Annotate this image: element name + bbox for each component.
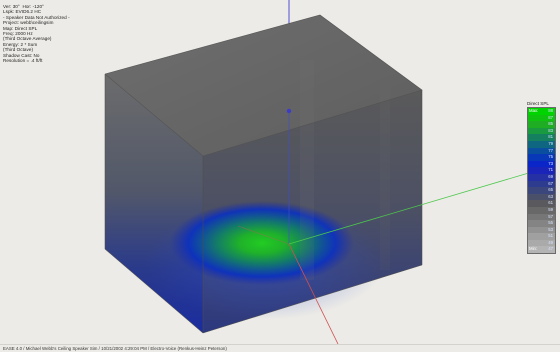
legend-value: 71 bbox=[548, 167, 553, 173]
legend-entry: 51 bbox=[528, 233, 555, 240]
legend-value: 81 bbox=[548, 134, 553, 140]
legend-value: 77 bbox=[548, 147, 553, 153]
spl-volume-render[interactable] bbox=[0, 0, 560, 344]
legend-entry: 65 bbox=[528, 187, 555, 194]
info-panel: Ver: 30° Hor: -120° Lspk: EVID6.2 HC - Spe… bbox=[3, 4, 70, 63]
legend-value: 63 bbox=[548, 193, 553, 199]
legend-entry: 69 bbox=[528, 173, 555, 181]
info-line: (Third Octave) bbox=[3, 47, 34, 53]
wall-band bbox=[380, 80, 390, 270]
y-axis-line bbox=[288, 171, 533, 245]
legend-entry: 53 bbox=[528, 226, 555, 234]
legend-entry: 87 bbox=[528, 114, 555, 122]
legend-value: 73 bbox=[548, 160, 553, 166]
speaker-marker bbox=[286, 108, 292, 114]
legend-entry: 73 bbox=[528, 160, 555, 168]
legend-value: 47 bbox=[548, 246, 553, 252]
legend-value: 87 bbox=[548, 114, 553, 120]
legend-value: 57 bbox=[548, 213, 553, 219]
legend-value: 61 bbox=[548, 200, 553, 206]
wall-band bbox=[300, 60, 314, 280]
info-line: Lspk: EVID6.2 HC bbox=[3, 9, 42, 15]
legend-entry: 63 bbox=[528, 193, 555, 201]
legend-value: 49 bbox=[548, 239, 553, 245]
cube-top-face bbox=[105, 15, 422, 156]
legend-value: 67 bbox=[548, 180, 553, 186]
x-axis-line bbox=[288, 243, 339, 344]
info-line: - Speaker Data Not Authorized - bbox=[3, 14, 70, 20]
3d-viewport[interactable]: Ver: 30° Hor: -120° Lspk: EVID6.2 HC - Spe… bbox=[0, 0, 560, 344]
legend-entry: 59 bbox=[528, 206, 555, 214]
legend-entry: 77 bbox=[528, 147, 555, 155]
info-line: Energy: 2 * Sum bbox=[3, 41, 38, 47]
legend-entry: 81 bbox=[528, 134, 555, 141]
info-line: Shadow Cast: No bbox=[3, 52, 40, 58]
spl-legend: Direct SPL Max: 88 87 85 83 81 79 77 75 73 71 69 67 6… bbox=[527, 101, 558, 255]
legend-entry: 55 bbox=[528, 220, 555, 227]
spl-hotspot bbox=[170, 201, 354, 285]
legend-scale: Max: 88 87 85 83 81 79 77 75 73 71 69 67 65 63 61 59 57 55… bbox=[527, 107, 556, 255]
info-line: Freq: 2000 Hz bbox=[3, 30, 33, 36]
x-axis-line-back bbox=[237, 225, 290, 245]
legend-value: 53 bbox=[548, 226, 553, 232]
info-line: (Third Octave Average) bbox=[3, 36, 52, 42]
legend-value: 69 bbox=[548, 173, 553, 179]
legend-value: 75 bbox=[548, 154, 553, 160]
legend-entry: 67 bbox=[528, 180, 555, 188]
legend-value: 85 bbox=[548, 121, 553, 127]
legend-entry: 85 bbox=[528, 121, 555, 128]
legend-entry: Max: 88 bbox=[528, 108, 555, 115]
legend-value: 83 bbox=[548, 127, 553, 133]
legend-entry: 79 bbox=[528, 140, 555, 148]
legend-value: 88 bbox=[548, 108, 553, 113]
legend-title: Direct SPL bbox=[527, 101, 549, 106]
info-line: Map: Direct SPL bbox=[3, 25, 38, 31]
legend-entry: 83 bbox=[528, 127, 555, 135]
legend-value: 51 bbox=[548, 233, 553, 239]
legend-max-label: Max: bbox=[529, 108, 539, 113]
legend-value: 59 bbox=[548, 206, 553, 212]
info-line: Ver: 30° Hor: -120° bbox=[3, 4, 44, 9]
legend-value: 55 bbox=[548, 220, 553, 226]
legend-value: 79 bbox=[548, 140, 553, 146]
legend-entry: 49 bbox=[528, 239, 555, 247]
legend-value: 65 bbox=[548, 187, 553, 193]
legend-entry: Min: 47 bbox=[528, 246, 555, 254]
legend-entry: 71 bbox=[528, 167, 555, 174]
legend-entry: 61 bbox=[528, 200, 555, 207]
info-line: Resolution = .4 ft/ft bbox=[3, 57, 43, 63]
legend-entry: 57 bbox=[528, 213, 555, 221]
info-line: Project: webb\ceilingsim bbox=[3, 20, 54, 26]
status-bar: EASE 4.0 / Michael Webb's Ceiling Speake… bbox=[0, 344, 560, 352]
legend-min-label: Min: bbox=[529, 246, 538, 252]
legend-entry: 75 bbox=[528, 154, 555, 161]
